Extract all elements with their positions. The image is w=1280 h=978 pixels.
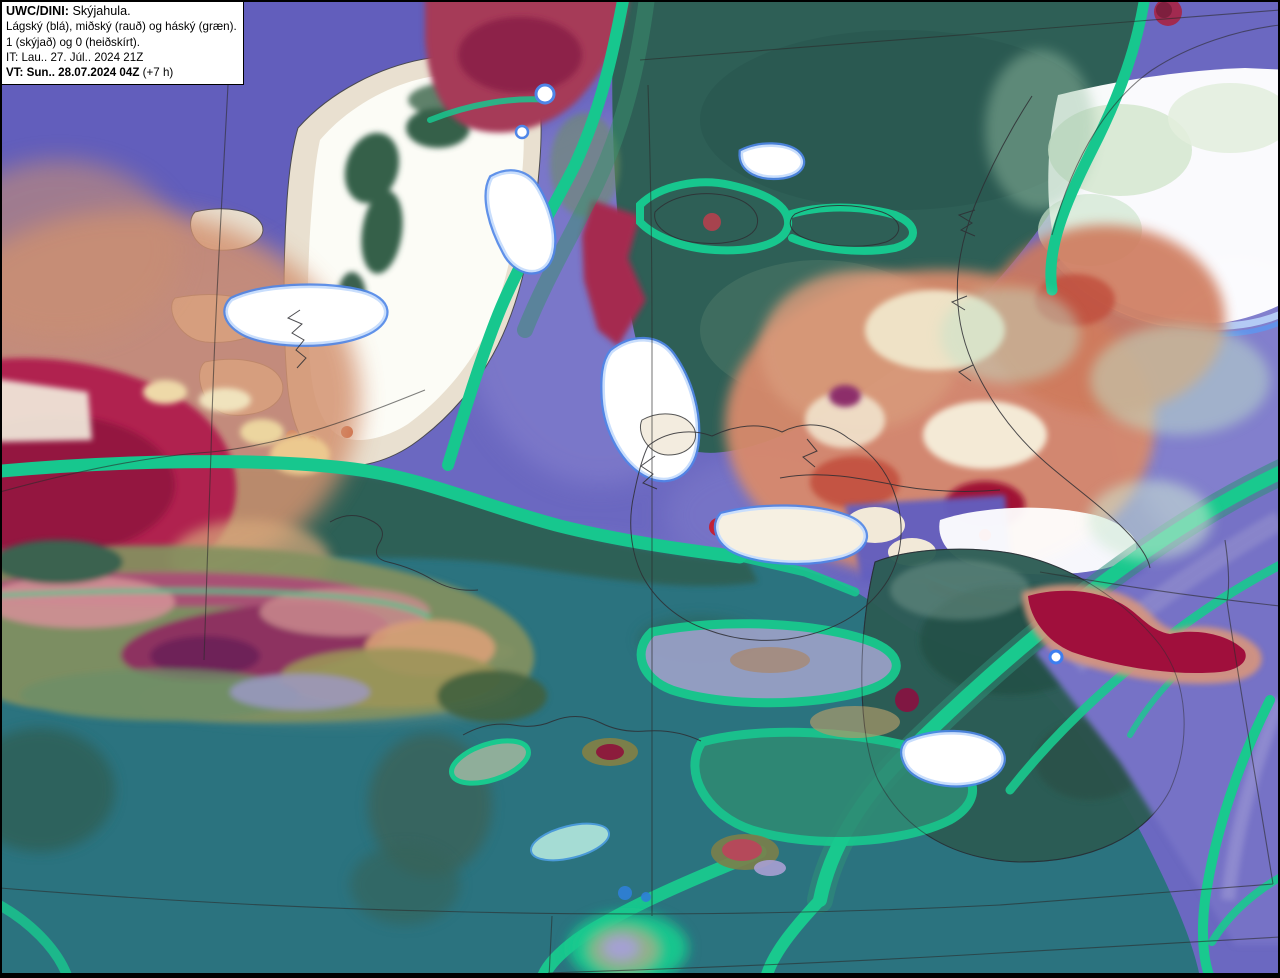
southeast-crimson (1022, 584, 1262, 684)
southwest-multilayer-band (0, 540, 547, 723)
legend-init-time: IT: Lau.. 27. Júl.. 2024 21Z (6, 50, 144, 64)
model-label: UWC/DINI: (6, 4, 69, 18)
cloud-patches (223, 83, 1006, 902)
legend-box: UWC/DINI: Skýjahula. Lágský (blá), miðsk… (0, 0, 244, 86)
product-name: Skýjahula. (72, 4, 131, 18)
pale-highcloud-tints (568, 287, 1270, 978)
legend-scale-line: 1 (skýjað) og 0 (heiðskírt). (6, 35, 141, 49)
legend-title: UWC/DINI: Skýjahula. (6, 4, 237, 19)
legend-valid-time: VT: Sun.. 28.07.2024 04Z (+7 h) (6, 66, 174, 80)
legend-layers-line: Lágský (blá), miðský (rauð) og háský (gr… (6, 20, 237, 34)
graticule-lines (0, 9, 1280, 978)
coastlines (286, 95, 1185, 863)
